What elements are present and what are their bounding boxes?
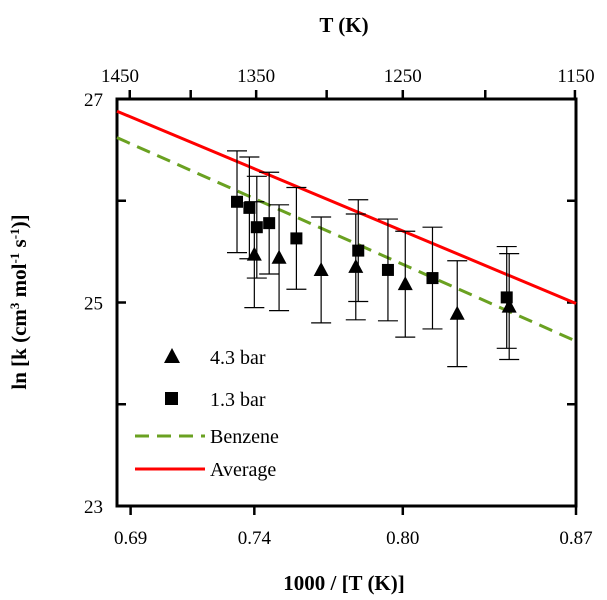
- y-axis: 23 25 27: [84, 90, 576, 518]
- top-tick-label: 1350: [237, 66, 275, 87]
- y-title-sup: -1: [7, 253, 22, 264]
- y-title-part: mol: [7, 263, 31, 302]
- legend-square-icon: [165, 392, 178, 405]
- top-tick-label: 1150: [557, 66, 594, 87]
- top-x-axis: 1450 1350 1250 1150: [101, 66, 595, 99]
- y-title-part: )]: [7, 214, 31, 228]
- triangle-marker: [501, 298, 517, 313]
- top-tick-label: 1250: [384, 66, 422, 87]
- legend: 4.3 bar 1.3 bar Benzene Average: [135, 347, 279, 481]
- average-line: [116, 109, 577, 305]
- y-axis-title: ln [k (cm3 mol-1 s-1)]: [7, 214, 31, 389]
- legend-label: Average: [210, 459, 276, 481]
- legend-triangle-icon: [164, 348, 180, 363]
- triangle-marker: [449, 305, 465, 320]
- y-tick-label: 23: [84, 497, 103, 518]
- legend-label: Benzene: [210, 426, 279, 448]
- legend-label: 1.3 bar: [210, 389, 266, 411]
- triangle-marker: [348, 258, 364, 273]
- y-tick-label: 27: [84, 90, 103, 111]
- y-title-part: s: [7, 239, 31, 252]
- square-marker: [243, 201, 256, 214]
- square-marker: [352, 244, 365, 257]
- data-points: [227, 150, 520, 368]
- fit-lines: [116, 109, 577, 343]
- y-title-part: ln [k (cm: [7, 309, 31, 390]
- x-tick-label: 0.80: [386, 528, 419, 549]
- x-axis-title: 1000 / [T (K)]: [283, 571, 405, 595]
- x-tick-label: 0.74: [238, 528, 272, 549]
- square-marker: [500, 291, 513, 304]
- triangle-marker: [246, 246, 262, 261]
- square-marker: [250, 221, 263, 234]
- triangle-marker: [313, 261, 329, 276]
- y-title-sup: 3: [7, 302, 22, 309]
- x-axis: 0.69 0.74 0.80 0.87: [114, 506, 593, 549]
- benzene-line: [116, 136, 577, 343]
- y-tick-label: 25: [84, 294, 103, 315]
- triangle-marker: [271, 249, 287, 264]
- square-marker: [290, 232, 303, 245]
- top-tick-label: 1450: [101, 66, 139, 87]
- top-axis-title: T (K): [319, 13, 368, 37]
- x-tick-label: 0.87: [559, 528, 592, 549]
- square-marker: [263, 217, 276, 230]
- square-marker: [231, 195, 244, 208]
- y-title-sup: -1: [7, 228, 22, 239]
- legend-label: 4.3 bar: [210, 347, 266, 369]
- square-marker: [426, 272, 439, 285]
- square-marker: [381, 263, 394, 276]
- triangle-marker: [397, 276, 413, 291]
- x-tick-label: 0.69: [114, 528, 147, 549]
